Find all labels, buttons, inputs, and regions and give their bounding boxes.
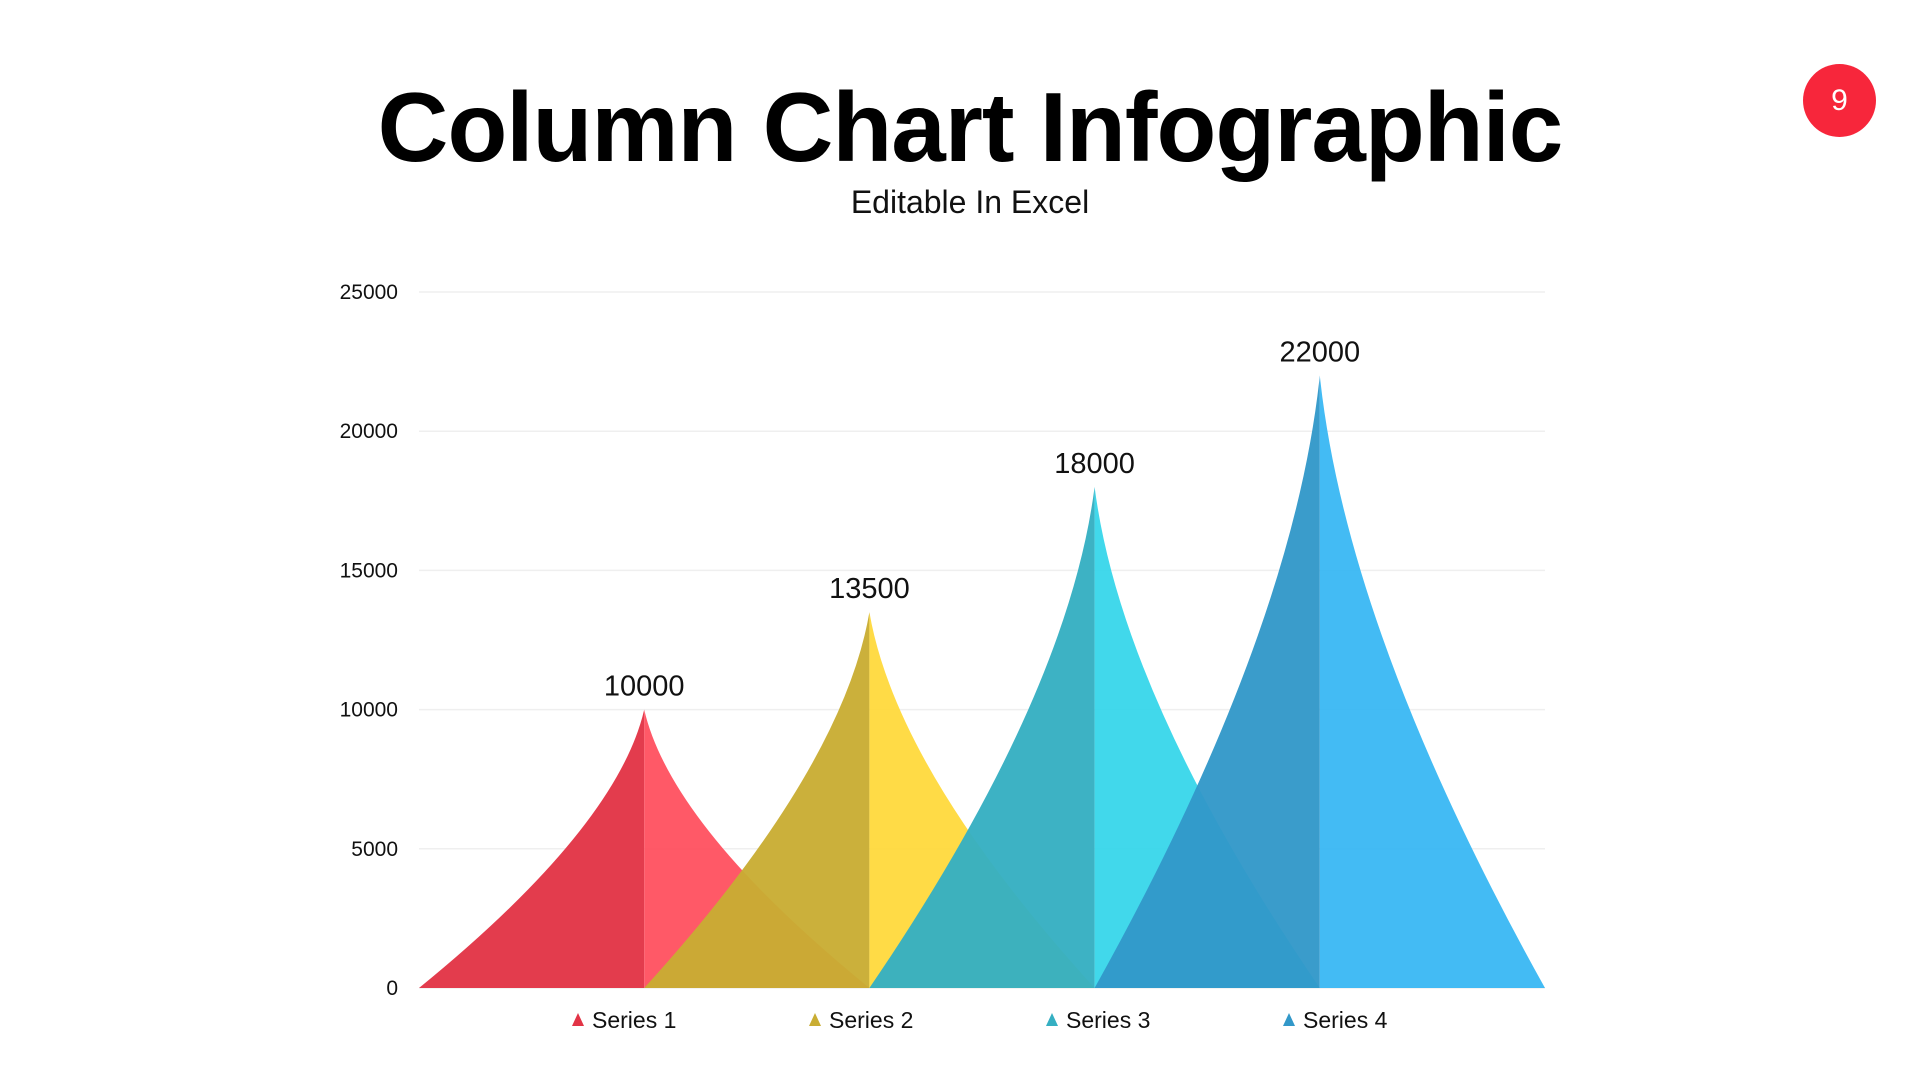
data-labels: 10000 13500 18000 22000 bbox=[604, 337, 1360, 703]
slide-title: Column Chart Infographic bbox=[377, 72, 1564, 182]
legend-marker-icon bbox=[1283, 1013, 1295, 1026]
data-label: 22000 bbox=[1279, 337, 1360, 369]
y-tick-label: 0 bbox=[386, 977, 398, 1000]
y-tick-label: 5000 bbox=[351, 838, 398, 861]
bar-left-half bbox=[869, 486, 1095, 988]
legend-label: Series 3 bbox=[1066, 1007, 1150, 1033]
bar-2 bbox=[644, 612, 1095, 988]
y-axis: 0 5000 10000 15000 20000 25000 bbox=[340, 281, 398, 1000]
bar-right-half bbox=[869, 612, 1095, 988]
legend-item: Series 3 bbox=[1046, 1007, 1150, 1033]
bar-3 bbox=[869, 486, 1320, 988]
y-tick-label: 25000 bbox=[340, 281, 398, 304]
bar-left-half bbox=[419, 709, 645, 988]
legend-label: Series 1 bbox=[592, 1007, 676, 1033]
bar-right-half bbox=[1094, 486, 1320, 988]
bar-right-half bbox=[644, 709, 870, 988]
bars bbox=[419, 375, 1545, 988]
y-tick-label: 15000 bbox=[340, 559, 398, 582]
legend-item: Series 1 bbox=[572, 1007, 676, 1033]
legend-marker-icon bbox=[1046, 1013, 1058, 1026]
legend: Series 1 Series 2 Series 3 Series 4 bbox=[572, 1007, 1388, 1033]
bar-left-half bbox=[644, 612, 870, 988]
page-number-badge: 9 bbox=[1803, 64, 1876, 137]
y-tick-label: 20000 bbox=[340, 420, 398, 443]
legend-item: Series 2 bbox=[809, 1007, 913, 1033]
bar-1 bbox=[419, 709, 870, 988]
bar-left-half bbox=[1094, 375, 1320, 988]
slide-subtitle: Editable In Excel bbox=[850, 184, 1090, 220]
legend-label: Series 4 bbox=[1303, 1007, 1388, 1033]
y-tick-label: 10000 bbox=[340, 699, 398, 722]
data-label: 18000 bbox=[1054, 448, 1135, 480]
legend-label: Series 2 bbox=[829, 1007, 913, 1033]
legend-marker-icon bbox=[572, 1013, 584, 1026]
bar-4 bbox=[1094, 375, 1545, 988]
bar-right-half bbox=[1319, 375, 1545, 988]
legend-item: Series 4 bbox=[1283, 1007, 1388, 1033]
data-label: 10000 bbox=[604, 671, 685, 703]
legend-marker-icon bbox=[809, 1013, 821, 1026]
data-label: 13500 bbox=[829, 573, 910, 605]
